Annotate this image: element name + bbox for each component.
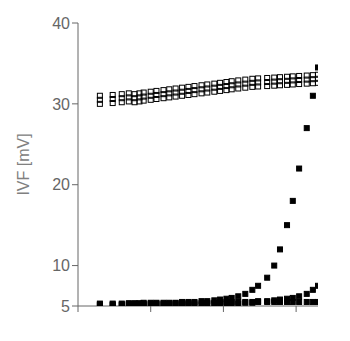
svg-text:10: 10 — [52, 257, 70, 274]
svg-text:5: 5 — [61, 298, 70, 315]
svg-text:30: 30 — [52, 96, 70, 113]
svg-text:20: 20 — [52, 176, 70, 193]
svg-text:40: 40 — [52, 15, 70, 32]
svg-text:IVF [mV]: IVF [mV] — [15, 133, 32, 195]
